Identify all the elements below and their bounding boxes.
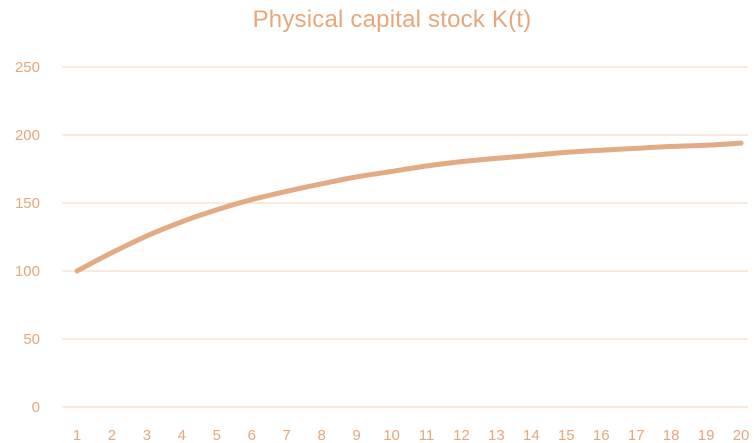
x-tick-label: 10 bbox=[383, 427, 400, 443]
data-point bbox=[284, 189, 289, 194]
chart-title: Physical capital stock K(t) bbox=[252, 6, 532, 33]
data-point bbox=[669, 144, 674, 149]
series-line-0 bbox=[74, 140, 744, 274]
y-tick-label: 200 bbox=[15, 127, 40, 144]
x-tick-label: 3 bbox=[143, 427, 151, 443]
data-point bbox=[179, 219, 184, 224]
x-tick-label: 7 bbox=[283, 427, 291, 443]
x-tick-label: 14 bbox=[523, 427, 540, 443]
data-point bbox=[75, 269, 80, 274]
x-tick-label: 19 bbox=[698, 427, 715, 443]
x-tick-label: 13 bbox=[488, 427, 505, 443]
data-point bbox=[564, 150, 569, 155]
x-tick-label: 11 bbox=[419, 427, 435, 443]
x-tick-label: 1 bbox=[73, 427, 81, 443]
y-tick-label: 50 bbox=[23, 331, 40, 348]
data-point bbox=[704, 143, 709, 148]
data-point bbox=[354, 174, 359, 179]
x-tick-label: 8 bbox=[317, 427, 325, 443]
y-tick-label: 0 bbox=[32, 399, 40, 416]
data-point bbox=[424, 164, 429, 169]
x-tick-label: 12 bbox=[453, 427, 470, 443]
data-point bbox=[319, 181, 324, 186]
x-tick-label: 18 bbox=[663, 427, 680, 443]
data-point bbox=[249, 197, 254, 202]
data-point bbox=[144, 233, 149, 238]
data-point bbox=[599, 148, 604, 153]
y-tick-label: 250 bbox=[15, 59, 40, 76]
data-point bbox=[389, 169, 394, 174]
y-tick-label: 150 bbox=[15, 195, 40, 212]
x-tick-label: 6 bbox=[248, 427, 256, 443]
data-point bbox=[739, 141, 744, 146]
y-tick-label: 100 bbox=[15, 263, 40, 280]
x-tick-label: 5 bbox=[213, 427, 221, 443]
data-point bbox=[634, 146, 639, 151]
x-tick-label: 16 bbox=[593, 427, 610, 443]
x-tick-label: 9 bbox=[352, 427, 360, 443]
data-point bbox=[459, 159, 464, 164]
x-tick-label: 17 bbox=[628, 427, 645, 443]
data-point bbox=[529, 153, 534, 158]
x-tick-label: 15 bbox=[558, 427, 575, 443]
data-point bbox=[109, 250, 114, 255]
data-point bbox=[494, 156, 499, 161]
data-point bbox=[214, 207, 219, 212]
x-tick-label: 2 bbox=[108, 427, 116, 443]
x-tick-label: 20 bbox=[733, 427, 750, 443]
x-tick-label: 4 bbox=[178, 427, 186, 443]
